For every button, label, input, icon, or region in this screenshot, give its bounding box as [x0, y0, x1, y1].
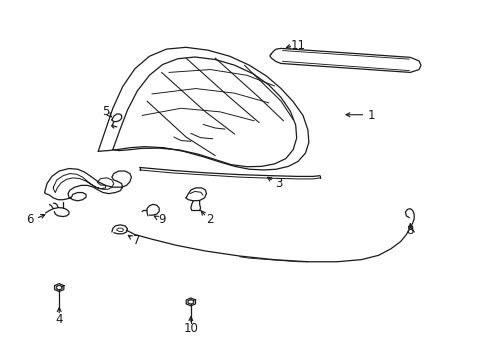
Text: 9: 9 [158, 213, 165, 226]
Text: 3: 3 [274, 177, 282, 190]
Text: 5: 5 [102, 105, 109, 118]
Text: 7: 7 [133, 234, 141, 247]
Text: 4: 4 [55, 313, 63, 327]
Text: 1: 1 [367, 109, 374, 122]
Text: 10: 10 [183, 322, 198, 335]
Text: 2: 2 [206, 213, 214, 226]
Text: 6: 6 [26, 213, 34, 226]
Text: 11: 11 [290, 39, 305, 52]
Text: 8: 8 [406, 224, 413, 237]
